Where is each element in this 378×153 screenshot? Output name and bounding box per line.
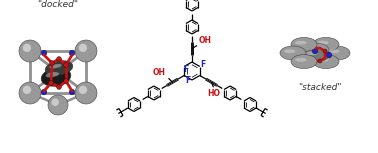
Text: F: F: [200, 60, 205, 69]
Ellipse shape: [324, 46, 350, 60]
Text: F: F: [185, 75, 191, 84]
Circle shape: [326, 52, 332, 58]
Circle shape: [69, 89, 75, 95]
Circle shape: [69, 50, 75, 56]
Circle shape: [51, 98, 59, 106]
Circle shape: [49, 81, 53, 85]
Circle shape: [79, 44, 87, 52]
Text: OH: OH: [152, 68, 166, 77]
Circle shape: [318, 59, 322, 63]
Ellipse shape: [317, 41, 328, 45]
Ellipse shape: [328, 49, 339, 53]
Circle shape: [303, 56, 307, 60]
Ellipse shape: [305, 46, 318, 50]
Circle shape: [48, 95, 68, 115]
Circle shape: [57, 85, 61, 89]
Circle shape: [57, 57, 61, 61]
Text: "docked": "docked": [37, 0, 79, 9]
Ellipse shape: [313, 37, 339, 51]
Ellipse shape: [317, 58, 328, 62]
Circle shape: [75, 40, 97, 62]
Ellipse shape: [305, 51, 318, 55]
Ellipse shape: [295, 41, 307, 45]
Circle shape: [298, 52, 304, 58]
Text: F: F: [184, 65, 189, 74]
Circle shape: [323, 49, 327, 53]
Ellipse shape: [291, 55, 317, 69]
Circle shape: [23, 44, 31, 52]
Ellipse shape: [45, 61, 73, 75]
Circle shape: [41, 50, 47, 56]
Text: HO: HO: [207, 89, 220, 98]
Circle shape: [41, 89, 47, 95]
Ellipse shape: [313, 55, 339, 69]
Circle shape: [19, 40, 41, 62]
Ellipse shape: [49, 64, 62, 68]
Circle shape: [19, 82, 41, 104]
Circle shape: [75, 82, 97, 104]
Ellipse shape: [41, 68, 71, 86]
Circle shape: [79, 86, 87, 94]
Ellipse shape: [291, 37, 317, 51]
Circle shape: [308, 46, 312, 50]
Circle shape: [50, 61, 54, 65]
Ellipse shape: [301, 48, 329, 62]
Ellipse shape: [295, 58, 307, 62]
Circle shape: [23, 86, 31, 94]
Ellipse shape: [301, 43, 329, 57]
Circle shape: [64, 79, 68, 83]
Ellipse shape: [46, 72, 59, 77]
Circle shape: [64, 63, 68, 67]
Ellipse shape: [280, 46, 306, 60]
Ellipse shape: [284, 49, 296, 53]
Circle shape: [312, 48, 318, 54]
Text: OH: OH: [199, 35, 212, 45]
Text: "stacked": "stacked": [298, 83, 342, 92]
